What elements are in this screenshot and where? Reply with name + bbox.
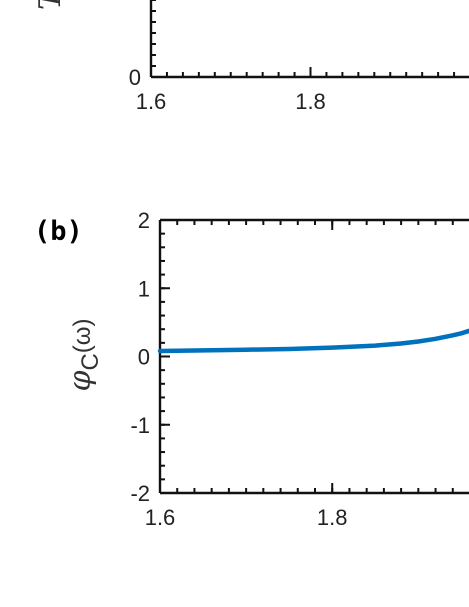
panel-b-label: (b) — [34, 216, 83, 247]
x-tick-label: 1.8 — [317, 505, 348, 530]
y-tick-label: 1 — [138, 276, 150, 301]
panel-b-series — [157, 328, 469, 354]
panel-b-y-tick-labels: 2 1 0 -1 -2 — [130, 208, 150, 506]
x-tick-label: 1.8 — [295, 89, 326, 114]
panel-b-ylabel-symbol: φ — [63, 371, 98, 392]
panel-b-axes — [158, 218, 469, 495]
x-tick-label: 1.6 — [145, 505, 176, 530]
x-tick-label: 1.6 — [136, 89, 167, 114]
panel-b-ticks — [159, 219, 454, 494]
y-tick-label: -1 — [130, 413, 150, 438]
series-line — [157, 328, 469, 354]
y-tick-label: 0 — [129, 65, 141, 90]
panel-a-ylabel: T — [33, 0, 68, 10]
panel-b-ylabel-argument: (ω) — [69, 318, 96, 353]
y-tick-label: 0 — [138, 345, 150, 370]
chart-panel-a: T 1.6 1.8 0 — [33, 0, 469, 114]
chart-panel-b: (b) φC(ω) 1.6 1.8 2 1 0 -1 -2 — [34, 208, 469, 530]
panel-a-ticks — [150, 0, 456, 78]
panel-a-x-tick-labels: 1.6 1.8 — [136, 89, 326, 114]
panel-b-ylabel: φC(ω) — [63, 318, 104, 391]
panel-b-x-tick-labels: 1.6 1.8 — [145, 505, 348, 530]
panel-a-axes — [149, 0, 469, 79]
panel-a-y-tick-labels: 0 — [129, 65, 141, 90]
y-tick-label: 2 — [138, 208, 150, 233]
panel-b-ylabel-subscript: C — [77, 353, 104, 370]
y-tick-label: -2 — [130, 481, 150, 506]
